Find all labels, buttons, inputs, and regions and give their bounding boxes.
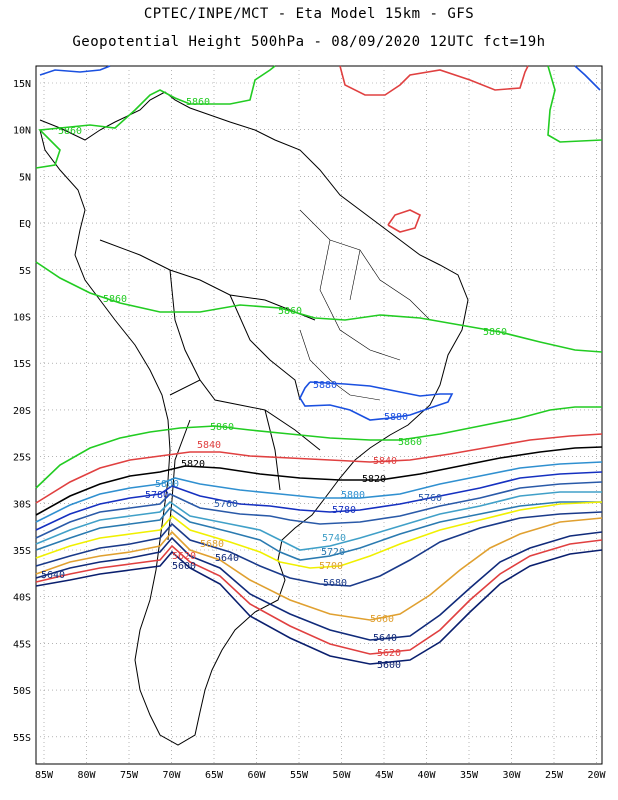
label-5600: 5600 — [377, 660, 401, 671]
label-5860: 5860 — [103, 294, 127, 305]
lat-tick-label: 20S — [13, 406, 31, 417]
lat-tick-label: 30S — [13, 499, 31, 510]
contour-5860-north — [35, 65, 603, 169]
contour-5700-band — [35, 501, 603, 569]
label-5740: 5740 — [322, 533, 346, 544]
lat-tick-label: EQ — [19, 219, 31, 230]
label-5680: 5680 — [323, 578, 347, 589]
lon-tick-label: 80W — [77, 770, 96, 781]
lat-tick-label: 5N — [19, 172, 31, 183]
label-5620: 5620 — [377, 648, 401, 659]
contour-5840-band — [35, 433, 603, 504]
label-5860: 5860 — [186, 97, 210, 108]
label-5860: 5860 — [483, 327, 507, 338]
lat-tick-label: 15N — [13, 79, 31, 90]
contour-5760-band — [35, 481, 603, 539]
label-5780: 5780 — [145, 490, 169, 501]
label-5880: 5880 — [313, 380, 337, 391]
contour-5800-band — [35, 461, 603, 523]
lat-tick-label: 25S — [13, 453, 31, 464]
label-5640: 5640 — [215, 553, 239, 564]
map-title-line1: CPTEC/INPE/MCT - Eta Model 15km - GFS — [143, 6, 475, 22]
label-5640: 5640 — [373, 633, 397, 644]
contour-5600-band — [35, 549, 603, 665]
lon-tick-label: 30W — [502, 770, 521, 781]
brazil-states — [299, 209, 431, 401]
label-5840: 5840 — [197, 440, 221, 451]
contour-5640-band — [35, 531, 603, 641]
lat-tick-label: 40S — [13, 593, 31, 604]
label-5640: 5640 — [41, 570, 65, 581]
label-5860: 5860 — [398, 437, 422, 448]
contour-5820-band — [35, 446, 603, 516]
lat-tick-label: 45S — [13, 639, 31, 650]
lon-tick-label: 50W — [332, 770, 351, 781]
map-frame — [35, 65, 603, 765]
label-5820: 5820 — [181, 459, 205, 470]
coastline — [39, 91, 469, 746]
lon-tick-label: 60W — [247, 770, 266, 781]
label-5860: 5860 — [58, 126, 82, 137]
contour-5860-mid — [35, 261, 603, 353]
label-5620: 5620 — [172, 551, 196, 562]
country-borders — [99, 239, 321, 541]
label-5600: 5600 — [172, 561, 196, 572]
contour-5880-north — [39, 65, 601, 91]
label-5680: 5680 — [200, 539, 224, 550]
lon-tick-label: 55W — [290, 770, 309, 781]
contour-5720-band — [35, 501, 602, 561]
lon-tick-label: 25W — [545, 770, 564, 781]
lat-tick-label: 15S — [13, 359, 31, 370]
label-5720: 5720 — [321, 547, 345, 558]
label-5760: 5760 — [214, 499, 238, 510]
contour-5840-north — [339, 65, 529, 96]
contour-5880-south — [299, 381, 454, 421]
lon-tick-label: 65W — [205, 770, 224, 781]
label-5780: 5780 — [332, 505, 356, 516]
lat-tick-label: 35S — [13, 546, 31, 557]
contour-5840-eq — [387, 209, 422, 233]
lat-tick-label: 10S — [13, 313, 31, 324]
contour-lines — [35, 65, 603, 665]
contour-5620-band — [35, 539, 603, 655]
label-5880: 5880 — [384, 412, 408, 423]
label-5860: 5860 — [210, 422, 234, 433]
label-5800: 5800 — [341, 490, 365, 501]
lon-tick-label: 45W — [375, 770, 394, 781]
lat-tick-label: 10N — [13, 126, 31, 137]
label-5800: 5800 — [155, 479, 179, 490]
lat-tick-label: 50S — [13, 686, 31, 697]
lon-tick-label: 40W — [417, 770, 436, 781]
map-title-line2: Geopotential Height 500hPa - 08/09/2020 … — [72, 34, 546, 50]
label-5760: 5760 — [418, 493, 442, 504]
contour-5780-band — [35, 471, 603, 531]
graticule — [36, 66, 602, 764]
lon-tick-label: 20W — [587, 770, 606, 781]
label-5840: 5840 — [373, 456, 397, 467]
contour-5660-band — [35, 517, 603, 621]
south-america-coast — [39, 91, 469, 746]
lat-tick-label: 55S — [13, 733, 31, 744]
lon-tick-label: 70W — [162, 770, 181, 781]
lon-tick-label: 85W — [35, 770, 54, 781]
contour-5860-south — [35, 406, 602, 489]
contour-labels: 5860 5860 5860 5860 5860 5880 5880 5860 … — [41, 97, 507, 671]
lon-tick-label: 35W — [460, 770, 479, 781]
label-5700: 5700 — [319, 561, 343, 572]
axis-ticks: 15N 10N 5N EQ 5S 10S 15S 20S 25S 30S 35S 40S 45S 50S 5… — [13, 79, 607, 781]
lon-tick-label: 75W — [120, 770, 139, 781]
contour-5740-band — [35, 491, 602, 551]
label-5860: 5860 — [278, 306, 302, 317]
contour-5680-band — [35, 511, 603, 587]
label-5820: 5820 — [362, 474, 386, 485]
lat-tick-label: 5S — [19, 266, 31, 277]
label-5660: 5660 — [370, 614, 394, 625]
